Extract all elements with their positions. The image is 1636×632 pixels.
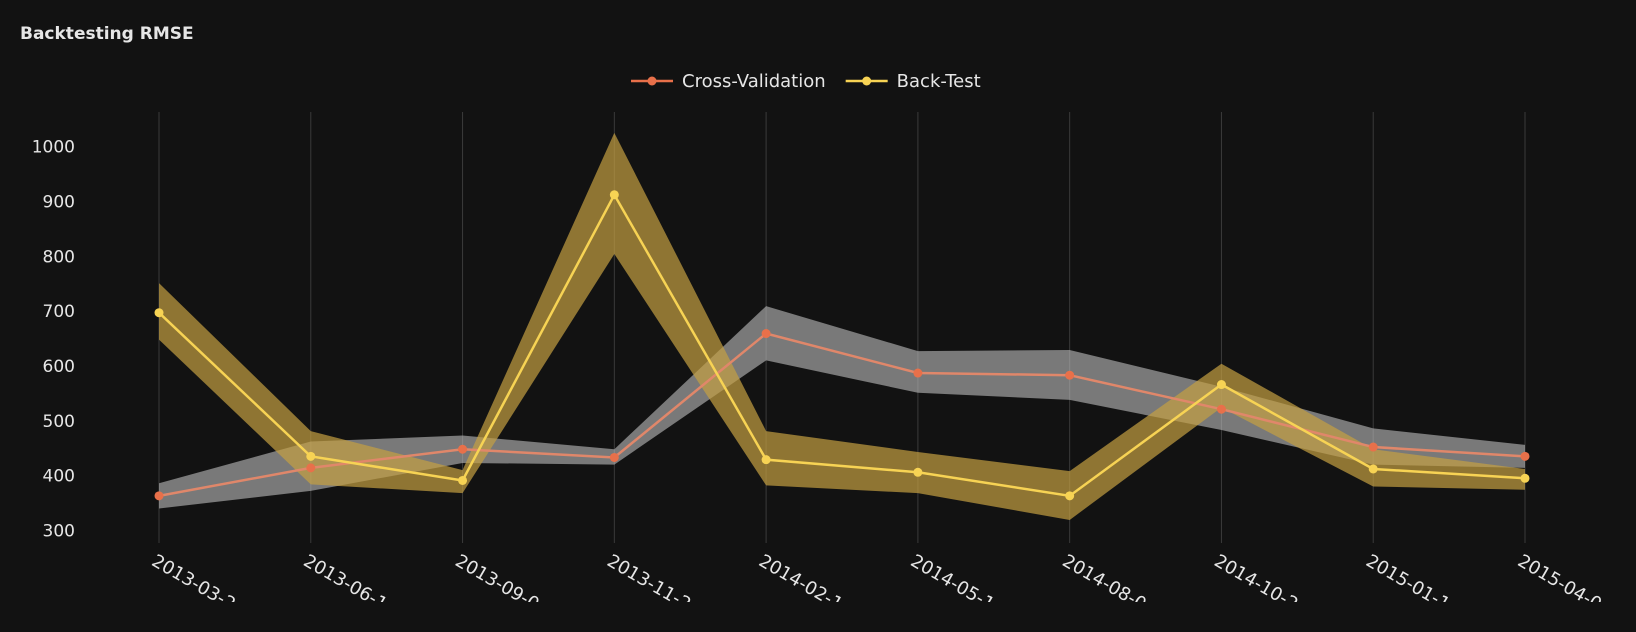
y-tick-label: 400 <box>43 467 75 487</box>
legend-item: Cross-Validation <box>631 71 826 92</box>
point <box>306 463 316 473</box>
y-tick-label: 900 <box>43 192 75 212</box>
point <box>609 452 619 462</box>
point <box>1520 451 1530 461</box>
chart-title: Backtesting RMSE <box>20 24 194 44</box>
point <box>1065 491 1075 501</box>
legend-marker <box>647 76 657 86</box>
point <box>154 308 164 318</box>
point <box>458 475 468 485</box>
y-tick-label: 1000 <box>32 138 75 158</box>
legend-item: Back-Test <box>845 71 981 92</box>
y-tick-label: 700 <box>43 302 75 322</box>
point <box>913 368 923 378</box>
legend-label: Cross-Validation <box>682 71 826 92</box>
series-line <box>158 192 1526 498</box>
point <box>306 451 316 461</box>
point <box>1216 404 1226 414</box>
point <box>1368 442 1378 452</box>
point <box>154 491 164 501</box>
point <box>761 455 771 465</box>
y-tick-label: 800 <box>43 247 75 267</box>
point <box>1216 380 1226 390</box>
y-tick-label: 500 <box>43 412 75 432</box>
band <box>159 132 1525 520</box>
legend-marker <box>862 76 872 86</box>
legend-label: Back-Test <box>897 71 981 92</box>
point <box>609 190 619 200</box>
y-tick-label: 600 <box>43 357 75 377</box>
point <box>1520 473 1530 483</box>
y-tick-label: 300 <box>43 521 75 541</box>
point <box>913 467 923 477</box>
band <box>159 306 1525 509</box>
point <box>1065 370 1075 380</box>
point <box>1368 464 1378 474</box>
point <box>458 444 468 454</box>
point <box>761 329 771 339</box>
